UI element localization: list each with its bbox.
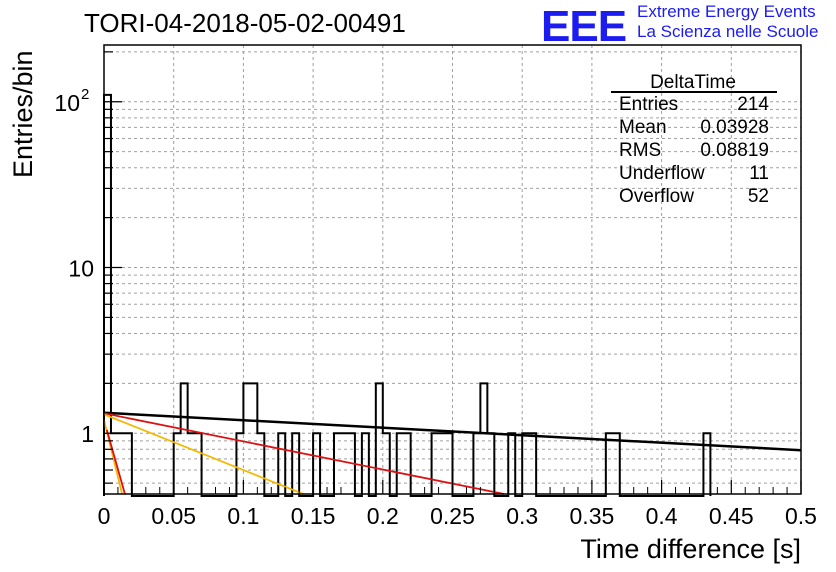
histogram-bin [508, 433, 515, 494]
x-axis-label: Time difference [s] [580, 534, 801, 564]
histogram-bin [383, 433, 390, 494]
stats-row-value: 0.03928 [700, 117, 769, 138]
histogram-bin [487, 433, 494, 494]
x-tick-label: 0.1 [227, 503, 259, 529]
histogram-bin [432, 433, 439, 494]
histogram-bin [334, 433, 341, 494]
histogram-bin [362, 433, 369, 494]
fit-lines [103, 411, 802, 495]
logo-line-1: Extreme Energy Events [637, 2, 816, 21]
stats-row-label: Overflow [619, 186, 694, 207]
y-axis-label: Entries/bin [8, 50, 38, 178]
stats-row-value: 52 [748, 186, 769, 207]
fit-curve [103, 413, 304, 495]
x-tick-label: 0.45 [709, 503, 754, 529]
histogram-bin [313, 433, 320, 494]
stats-row-value: 214 [737, 94, 769, 115]
histogram-bin [341, 433, 348, 494]
histogram-bin [480, 383, 487, 494]
x-tick-label: 0 [98, 503, 111, 529]
stats-row-value: 11 [749, 163, 769, 184]
y-tick-label: 10 [68, 256, 94, 282]
grid-lines [104, 45, 801, 494]
histogram-bin [125, 433, 132, 494]
histogram-bin [446, 433, 453, 494]
stats-row-label: Entries [619, 94, 678, 115]
fit-curve [103, 412, 505, 495]
histogram-bin [529, 433, 536, 494]
stats-row-value: 0.08819 [700, 140, 769, 161]
x-tick-label: 0.4 [646, 503, 678, 529]
x-tick-label: 0.25 [430, 503, 475, 529]
histogram-bin [439, 433, 446, 494]
histogram-bin [257, 433, 264, 494]
x-tick-label: 0.35 [570, 503, 615, 529]
x-tick-label: 0.05 [151, 503, 196, 529]
x-tick-label: 0.15 [291, 503, 336, 529]
histogram-bin [397, 433, 404, 494]
histogram-bin [703, 433, 710, 494]
y-tick-label: 1 [81, 421, 94, 447]
histogram-bin [522, 433, 529, 494]
x-tick-label: 0.3 [506, 503, 538, 529]
histogram-bin [236, 433, 243, 494]
fit-curve [105, 429, 126, 495]
x-tick-label: 0.5 [785, 503, 817, 529]
histogram-bin [188, 433, 195, 494]
axis-ticks: 0 0.05 0.1 0.15 0.2 0.25 0.3 0.35 0.4 0.45 0.5 1 10 1… [54, 51, 817, 529]
histogram-bin [195, 433, 202, 494]
eee-logo: EEE [541, 2, 627, 51]
histogram-bin [292, 433, 299, 494]
histogram-bin [243, 383, 250, 494]
logo-line-2: La Scienza nelle Scuole [637, 22, 819, 41]
y-tick-exponent: 2 [81, 86, 89, 103]
histogram-bin [404, 433, 411, 494]
histogram-bin [376, 383, 383, 494]
stats-title: DeltaTime [650, 72, 736, 93]
histogram-bin [613, 433, 620, 494]
stats-box: DeltaTime Entries 214 Mean 0.03928 RMS 0.0881… [611, 72, 777, 207]
histogram-bin [181, 383, 188, 494]
fit-curve [103, 411, 802, 452]
stats-row-label: RMS [619, 140, 661, 161]
stats-row-label: Mean [619, 117, 667, 138]
histogram-bin [250, 383, 257, 494]
x-tick-label: 0.2 [367, 503, 399, 529]
chart-title: TORI-04-2018-05-02-00491 [84, 8, 406, 38]
y-tick-label: 10 [54, 90, 80, 116]
histogram-bin [606, 433, 613, 494]
histogram-bin [473, 433, 480, 494]
stats-row-label: Underflow [619, 163, 705, 184]
